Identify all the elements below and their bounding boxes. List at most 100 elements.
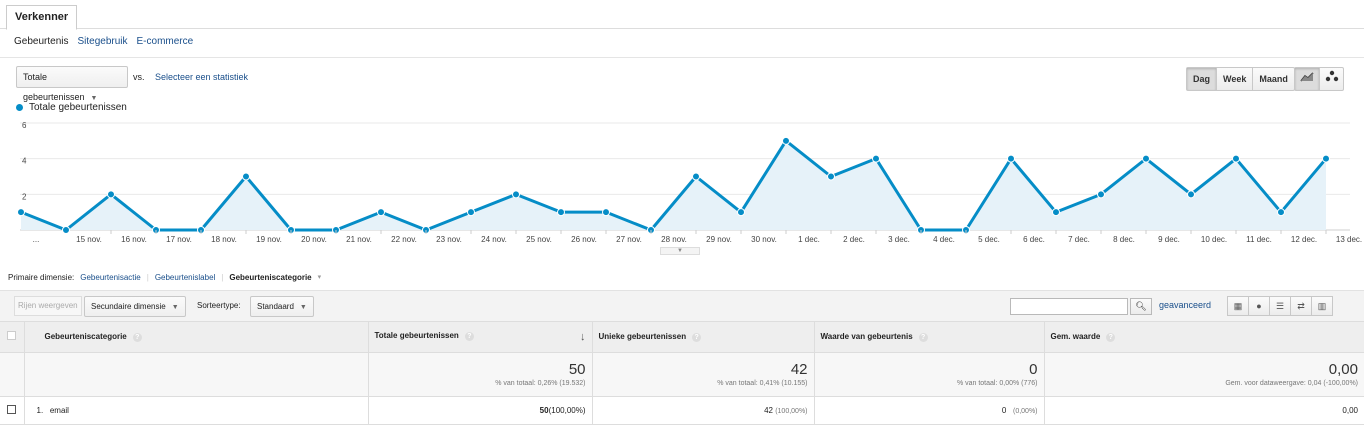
chevron-down-icon: ▼	[299, 304, 307, 311]
select-all-checkbox[interactable]	[0, 322, 25, 353]
data-point	[1322, 154, 1330, 163]
x-tick-label: 22 nov.	[391, 235, 417, 244]
divider: |	[146, 273, 149, 282]
table-search-input[interactable]	[1010, 298, 1128, 315]
secondary-dimension-label: Secundaire dimensie	[91, 302, 166, 311]
x-tick-label: 9 dec.	[1158, 235, 1180, 244]
data-point	[467, 208, 475, 217]
x-tick-label: 30 nov.	[751, 235, 777, 244]
divider: |	[221, 273, 224, 282]
motion-chart-icon[interactable]	[1319, 68, 1343, 90]
column-header-avg-value[interactable]: Gem. waarde?	[1044, 322, 1364, 353]
row-checkbox[interactable]	[0, 396, 25, 425]
metric-select[interactable]: Totale gebeurtenissen ▼	[16, 66, 128, 102]
performance-view-icon[interactable]: ☰	[1269, 296, 1291, 316]
search-icon[interactable]: 🔍︎	[1130, 298, 1152, 315]
column-header-event-value[interactable]: Waarde van gebeurtenis?	[814, 322, 1045, 353]
line-chart: 6 4 2... 15 nov. 16 nov. 17 nov. 18 nov. 19 nov…	[17, 121, 1362, 244]
data-point	[1007, 154, 1015, 163]
x-tick-label: 27 nov.	[616, 235, 642, 244]
primary-dimension-row: Primaire dimensie: Gebeurtenisactie | Ge…	[8, 273, 321, 282]
dimension-event-action[interactable]: Gebeurtenisactie	[80, 273, 141, 282]
x-tick-label: 5 dec.	[978, 235, 1000, 244]
cell-value: 0,00	[1342, 405, 1358, 415]
period-month-button[interactable]: Maand	[1252, 68, 1294, 90]
line-chart-icon[interactable]	[1295, 68, 1319, 90]
help-icon[interactable]: ?	[132, 332, 142, 342]
table-header-row: Gebeurteniscategorie? Totale gebeurtenis…	[0, 322, 1364, 353]
subnav-site-usage[interactable]: Sitegebruik	[77, 36, 128, 47]
legend-label: Totale gebeurtenissen	[29, 102, 127, 113]
row-index: 1.	[36, 405, 44, 415]
row-avg-value: 0,00	[1044, 396, 1364, 425]
column-header-total-events[interactable]: Totale gebeurtenissen? ↓	[368, 322, 593, 353]
sort-type-select[interactable]: Standaard ▼	[250, 296, 314, 317]
data-point	[17, 208, 25, 217]
x-tick-label: 11 dec.	[1246, 235, 1272, 244]
header-label: Unieke gebeurtenissen	[598, 331, 687, 341]
y-tick-label: 4	[22, 157, 27, 166]
header-label: Gebeurteniscategorie	[44, 331, 127, 341]
x-tick-label: 29 nov.	[706, 235, 732, 244]
dimension-event-category[interactable]: Gebeurteniscategorie	[229, 273, 312, 282]
select-metric-link[interactable]: Selecteer een statistiek	[155, 72, 249, 82]
sub-navigation: Gebeurtenis Sitegebruik E-commerce	[14, 36, 193, 47]
x-tick-label: 19 nov.	[256, 235, 282, 244]
pivot-view-icon[interactable]: ▥	[1311, 296, 1333, 316]
metric-select-value: Totale gebeurtenissen	[23, 72, 85, 102]
sort-type-label: Sorteertype:	[197, 301, 241, 310]
advanced-filter-link[interactable]: geavanceerd	[1159, 300, 1212, 310]
cell-value: 0	[1001, 405, 1007, 415]
chart-legend: Totale gebeurtenissen	[16, 102, 127, 113]
subnav-ecommerce[interactable]: E-commerce	[136, 36, 194, 47]
period-day-button[interactable]: Dag	[1187, 68, 1217, 90]
tab-explorer[interactable]: Verkenner	[6, 5, 78, 30]
data-point	[107, 190, 115, 199]
comparison-view-icon[interactable]: ⇄	[1290, 296, 1312, 316]
y-tick-label: 6	[22, 121, 27, 130]
primary-dimension-label: Primaire dimensie:	[8, 273, 75, 282]
chart-collapse-handle[interactable]: ▼	[660, 247, 700, 255]
table-view-icon[interactable]: ▦	[1227, 296, 1249, 316]
subnav-event[interactable]: Gebeurtenis	[14, 36, 69, 47]
period-toggle: Dag Week Maand	[1186, 67, 1295, 91]
header-label: Totale gebeurtenissen	[374, 330, 459, 340]
help-icon[interactable]: ?	[918, 332, 928, 342]
totals-empty-cell	[0, 352, 25, 397]
column-header-unique-events[interactable]: Unieke gebeurtenissen?	[592, 322, 815, 353]
show-rows-button[interactable]: Rijen weergeven	[14, 296, 82, 316]
secondary-dimension-select[interactable]: Secundaire dimensie ▼	[84, 296, 186, 317]
total-value: 0	[1029, 360, 1038, 378]
checkbox-icon	[7, 331, 17, 341]
period-week-button[interactable]: Week	[1216, 68, 1252, 90]
pie-view-icon[interactable]: ●	[1248, 296, 1270, 316]
chart-type-toggle	[1294, 67, 1344, 91]
x-tick-label: 20 nov.	[301, 235, 327, 244]
series-line	[20, 139, 1328, 232]
x-tick-label: 13 dec.	[1336, 235, 1362, 244]
tab-bar: Verkenner	[0, 0, 1364, 30]
total-value: 50	[568, 360, 586, 378]
row-category-link[interactable]: email	[49, 405, 69, 415]
cell-percentage: (100,00%)	[775, 407, 808, 415]
help-icon[interactable]: ?	[464, 331, 474, 341]
x-tick-label: 7 dec.	[1068, 235, 1090, 244]
chevron-down-icon: ▾	[317, 274, 322, 281]
data-point	[692, 172, 700, 181]
help-icon[interactable]: ?	[692, 332, 702, 342]
data-point	[602, 208, 610, 217]
x-tick-label: 10 dec.	[1201, 235, 1227, 244]
data-point	[242, 172, 250, 181]
header-label: Gem. waarde	[1050, 331, 1101, 341]
x-tick-label: 17 nov.	[166, 235, 192, 244]
x-tick-label: ...	[33, 235, 40, 244]
data-point	[62, 226, 70, 234]
header-label: Waarde van gebeurtenis	[820, 331, 913, 341]
help-icon[interactable]: ?	[1106, 332, 1116, 342]
column-header-category[interactable]: Gebeurteniscategorie?	[24, 322, 369, 353]
x-tick-label: 6 dec.	[1023, 235, 1045, 244]
data-point	[512, 190, 520, 199]
dimension-event-label[interactable]: Gebeurtenislabel	[154, 273, 216, 282]
x-tick-label: 4 dec.	[933, 235, 955, 244]
totals-event-value: 0% van totaal: 0,00% (776)	[814, 352, 1045, 397]
